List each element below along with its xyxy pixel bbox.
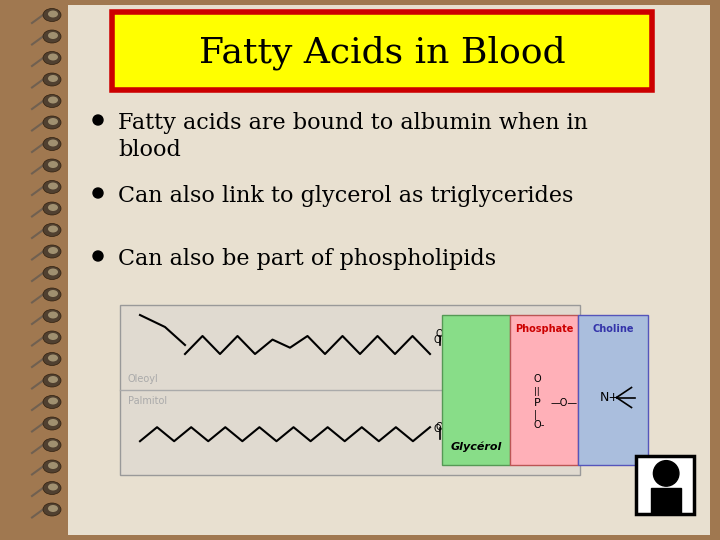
Ellipse shape [48, 290, 58, 297]
Ellipse shape [48, 75, 58, 82]
Ellipse shape [48, 376, 58, 383]
Ellipse shape [43, 30, 61, 43]
Ellipse shape [48, 53, 58, 60]
Text: Glycérol: Glycérol [450, 442, 502, 453]
Ellipse shape [43, 9, 61, 22]
Ellipse shape [43, 395, 61, 408]
Ellipse shape [43, 224, 61, 237]
Ellipse shape [43, 267, 61, 280]
Text: O: O [436, 422, 444, 432]
Ellipse shape [48, 32, 58, 39]
Ellipse shape [43, 180, 61, 193]
Bar [68, 5, 710, 535]
Text: Can also be part of phospholipids: Can also be part of phospholipids [118, 248, 496, 270]
Ellipse shape [43, 159, 61, 172]
Ellipse shape [48, 139, 58, 146]
Ellipse shape [48, 268, 58, 275]
Text: Palmitol: Palmitol [128, 396, 167, 406]
Text: Fatty acids are bound to albumin when in
blood: Fatty acids are bound to albumin when in… [118, 112, 588, 161]
Ellipse shape [43, 460, 61, 473]
Ellipse shape [43, 202, 61, 215]
Circle shape [654, 461, 679, 486]
Ellipse shape [48, 354, 58, 361]
Ellipse shape [43, 353, 61, 366]
Text: Can also link to glycerol as triglycerides: Can also link to glycerol as triglycerid… [118, 185, 573, 207]
Ellipse shape [48, 483, 58, 490]
Bar [510, 315, 578, 465]
Ellipse shape [43, 374, 61, 387]
Text: Choline: Choline [593, 324, 634, 334]
Ellipse shape [48, 333, 58, 340]
Polygon shape [650, 488, 681, 513]
Circle shape [93, 251, 103, 261]
Ellipse shape [48, 419, 58, 426]
Ellipse shape [48, 312, 58, 319]
Circle shape [93, 188, 103, 198]
Text: ||: || [534, 387, 539, 396]
Text: O: O [436, 329, 444, 339]
Ellipse shape [48, 161, 58, 168]
Ellipse shape [43, 417, 61, 430]
Text: O: O [434, 335, 441, 345]
Ellipse shape [48, 462, 58, 469]
Ellipse shape [48, 97, 58, 104]
Ellipse shape [48, 247, 58, 254]
Ellipse shape [48, 505, 58, 512]
Bar [112, 12, 652, 90]
Text: O: O [442, 340, 449, 350]
Ellipse shape [48, 10, 58, 17]
Text: O: O [442, 439, 449, 449]
Ellipse shape [43, 51, 61, 64]
Text: |: | [534, 409, 537, 420]
Text: P: P [534, 397, 541, 408]
Bar [578, 315, 648, 465]
Text: Oleoyl: Oleoyl [128, 374, 158, 384]
Ellipse shape [43, 245, 61, 258]
Ellipse shape [48, 118, 58, 125]
Bar [120, 305, 580, 475]
Bar [636, 456, 694, 514]
Ellipse shape [48, 397, 58, 404]
Bar [442, 315, 510, 465]
Ellipse shape [43, 94, 61, 107]
Ellipse shape [43, 438, 61, 451]
Text: N+: N+ [600, 391, 619, 404]
Ellipse shape [43, 482, 61, 495]
Ellipse shape [48, 441, 58, 448]
Ellipse shape [48, 183, 58, 190]
Text: Phosphate: Phosphate [515, 324, 573, 334]
Ellipse shape [43, 73, 61, 86]
Text: —O—: —O— [551, 397, 578, 408]
Ellipse shape [48, 204, 58, 211]
Ellipse shape [43, 503, 61, 516]
Ellipse shape [43, 138, 61, 151]
Ellipse shape [43, 288, 61, 301]
Text: Fatty Acids in Blood: Fatty Acids in Blood [199, 36, 565, 70]
Text: O: O [534, 375, 541, 384]
Ellipse shape [43, 309, 61, 322]
Ellipse shape [48, 226, 58, 233]
Text: O-: O- [534, 421, 545, 430]
Text: O: O [434, 424, 441, 434]
Ellipse shape [43, 331, 61, 344]
Ellipse shape [43, 116, 61, 129]
Circle shape [93, 115, 103, 125]
